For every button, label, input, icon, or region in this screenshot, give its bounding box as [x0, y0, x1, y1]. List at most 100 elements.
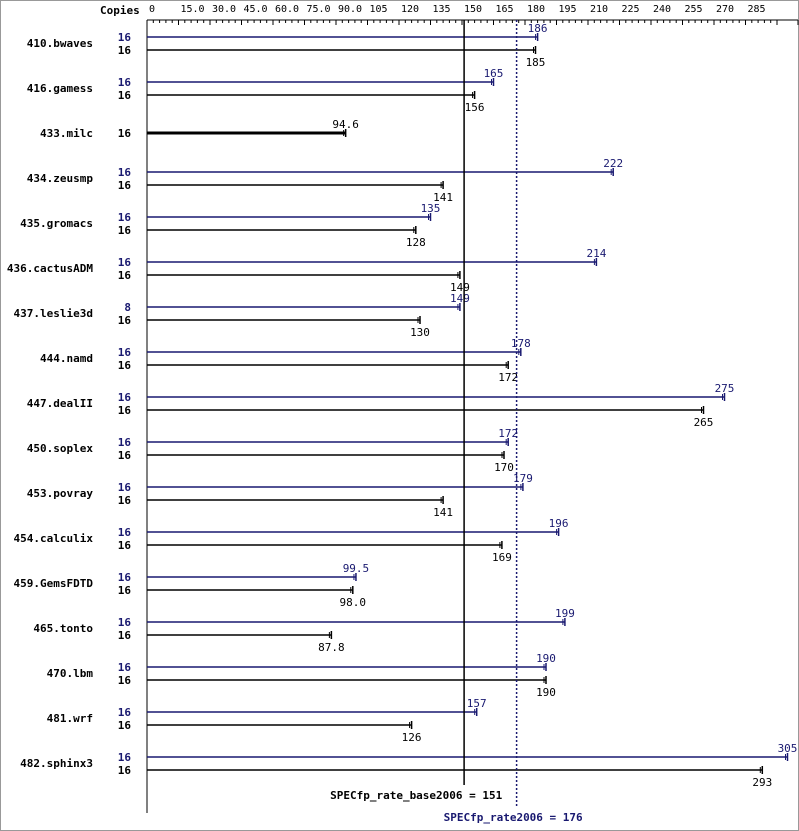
benchmark-name: 433.milc [40, 127, 93, 140]
axis-tick-label: 165 [496, 4, 514, 15]
axis-tick-label: 255 [685, 4, 703, 15]
benchmark-name: 437.leslie3d [14, 307, 93, 320]
benchmark-row: 465.tonto 16 199 16 87.8 [33, 607, 574, 654]
peak-copies: 16 [118, 571, 132, 584]
peak-copies: 16 [118, 256, 132, 269]
axis-tick-label: 90.0 [338, 4, 362, 15]
axis-tick-label: 120 [401, 4, 419, 15]
benchmark-name: 434.zeusmp [27, 172, 94, 185]
peak-copies: 16 [118, 616, 132, 629]
peak-copies: 16 [118, 751, 132, 764]
base-copies: 16 [118, 44, 132, 57]
benchmark-name: 436.cactusADM [7, 262, 93, 275]
benchmark-name: 444.namd [40, 352, 93, 365]
x-axis: 0 15.0 30.0 45.0 60.0 75.0 90.0 105 120 135 150 165… [146, 4, 799, 813]
peak-copies: 16 [118, 166, 132, 179]
base-value-label: 156 [465, 101, 485, 114]
base-value-label: 185 [526, 56, 546, 69]
benchmark-name: 447.dealII [27, 397, 93, 410]
benchmark-row: 470.lbm 16 190 16 190 [47, 652, 556, 699]
axis-tick-label: 150 [464, 4, 482, 15]
peak-value-label: 196 [549, 517, 569, 530]
benchmark-row: 437.leslie3d 8 149 16 130 [14, 292, 470, 339]
base-value-label: 98.0 [340, 596, 367, 609]
benchmark-name: 470.lbm [47, 667, 94, 680]
benchmark-row: 433.milc 16 94.6 [40, 118, 359, 140]
benchmark-name: 453.povray [27, 487, 94, 500]
base-copies: 16 [118, 224, 132, 237]
copies-header: Copies [100, 4, 140, 17]
axis-tick-label: 105 [370, 4, 388, 15]
base-copies: 16 [118, 494, 132, 507]
peak-value-label: 149 [450, 292, 470, 305]
benchmark-row: 453.povray 16 179 16 141 [27, 472, 533, 519]
base-value-label: 130 [410, 326, 430, 339]
benchmark-name: 482.sphinx3 [20, 757, 93, 770]
axis-tick-label: 180 [527, 4, 545, 15]
peak-value-label: 179 [513, 472, 533, 485]
base-copies: 16 [118, 359, 132, 372]
base-copies: 16 [118, 89, 132, 102]
benchmark-row: 410.bwaves 16 186 16 185 [27, 22, 548, 69]
benchmark-name: 454.calculix [14, 532, 94, 545]
base-value-label: 141 [433, 191, 453, 204]
peak-copies: 8 [124, 301, 131, 314]
axis-tick-label: 240 [653, 4, 671, 15]
axis-tick-label: 210 [590, 4, 608, 15]
peak-copies: 16 [118, 346, 132, 359]
peak-copies: 16 [118, 211, 132, 224]
peak-value-label: 157 [467, 697, 487, 710]
base-copies: 16 [118, 314, 132, 327]
reference-lines: SPECfp_rate_base2006 = 151 SPECfp_rate200… [330, 20, 583, 824]
base-copies: 16 [118, 764, 132, 777]
axis-tick-label: 195 [559, 4, 577, 15]
peak-value-label: 135 [421, 202, 441, 215]
base-value-label: 94.6 [332, 118, 359, 131]
peak-value-label: 275 [715, 382, 735, 395]
peak-value-label: 186 [528, 22, 548, 35]
peak-copies: 16 [118, 76, 132, 89]
peak-value-label: 222 [603, 157, 623, 170]
base-value-label: 128 [406, 236, 426, 249]
peak-copies: 16 [118, 481, 132, 494]
base-reference-label: SPECfp_rate_base2006 = 151 [330, 789, 503, 802]
peak-copies: 16 [118, 391, 132, 404]
base-copies: 16 [118, 404, 132, 417]
benchmark-name: 410.bwaves [27, 37, 93, 50]
peak-value-label: 165 [484, 67, 504, 80]
axis-tick-label: 270 [716, 4, 734, 15]
peak-copies: 16 [118, 661, 132, 674]
base-copies: 16 [118, 629, 132, 642]
peak-copies: 16 [118, 436, 132, 449]
axis-tick-label: 135 [433, 4, 451, 15]
benchmark-name: 459.GemsFDTD [14, 577, 94, 590]
axis-tick-label: 30.0 [212, 4, 236, 15]
peak-copies: 16 [118, 31, 132, 44]
base-value-label: 87.8 [318, 641, 345, 654]
benchmark-name: 481.wrf [47, 712, 93, 725]
base-value-label: 141 [433, 506, 453, 519]
benchmark-rows: 410.bwaves 16 186 16 185 416.gamess 16 165 16 156… [7, 22, 798, 789]
benchmark-row: 436.cactusADM 16 214 16 149 [7, 247, 607, 294]
peak-copies: 16 [118, 706, 132, 719]
benchmark-row: 482.sphinx3 16 305 16 293 [20, 742, 797, 789]
benchmark-row: 459.GemsFDTD 16 99.5 16 98.0 [14, 562, 370, 609]
base-value-label: 190 [536, 686, 556, 699]
axis-tick-label: 45.0 [244, 4, 268, 15]
base-value-label: 265 [694, 416, 714, 429]
base-copies: 16 [118, 719, 132, 732]
peak-value-label: 199 [555, 607, 575, 620]
axis-tick-label: 285 [748, 4, 766, 15]
axis-tick-label: 0 [149, 4, 155, 15]
benchmark-name: 416.gamess [27, 82, 93, 95]
base-copies: 16 [118, 179, 132, 192]
benchmark-row: 434.zeusmp 16 222 16 141 [27, 157, 623, 204]
axis-tick-label: 225 [622, 4, 640, 15]
peak-value-label: 99.5 [343, 562, 370, 575]
base-value-label: 170 [494, 461, 514, 474]
axis-tick-label: 60.0 [275, 4, 299, 15]
benchmark-row: 447.dealII 16 275 16 265 [27, 382, 735, 429]
peak-value-label: 190 [536, 652, 556, 665]
axis-tick-label: 75.0 [307, 4, 331, 15]
